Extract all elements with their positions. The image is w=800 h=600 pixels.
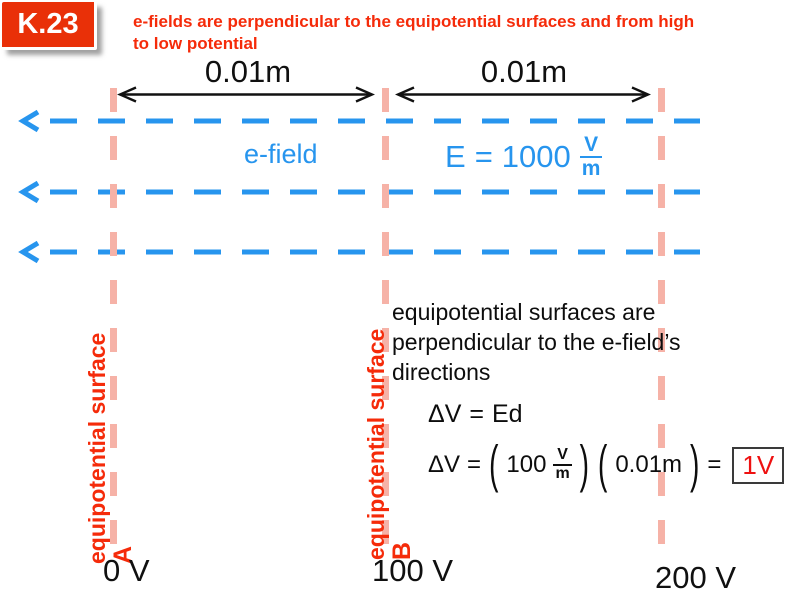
fraction-numerator: V — [557, 446, 568, 464]
open-paren: ( — [598, 435, 608, 493]
open-paren: ( — [489, 435, 499, 493]
efield-equation: E = 1000 V m — [445, 133, 603, 181]
efield-line-2 — [18, 180, 700, 204]
efield-eq-unit-fraction: V m — [579, 133, 603, 181]
eq2-lhs: ΔV — [428, 451, 461, 478]
result-value-box: 1V — [732, 446, 785, 484]
eq2-equals2: = — [707, 451, 722, 478]
distance-label-left: 0.01m — [204, 54, 292, 89]
double-arrow-icon-right-span — [395, 86, 651, 103]
note-line3: directions — [392, 359, 491, 385]
efield-eq-value: 1000 — [501, 139, 571, 175]
efield-label: e-field — [244, 139, 318, 169]
distance-label-right: 0.01m — [480, 54, 568, 89]
fraction-denominator: m — [579, 156, 603, 181]
delta-v-equation: ΔV = Ed — [428, 400, 523, 429]
surface-a-text: equipotential surface — [84, 332, 110, 564]
caption-note: e-fields are perpendicular to the equipo… — [133, 11, 694, 55]
eq2-unit-fraction: V m — [553, 446, 572, 483]
equipotential-line-b — [382, 88, 389, 556]
voltage-label-100v: 100 V — [372, 553, 454, 588]
equipotential-line-a — [110, 88, 117, 556]
efield-line-1 — [18, 109, 700, 133]
surface-a-letter: A — [109, 545, 137, 564]
eq2-factor1: 100 — [506, 451, 547, 478]
eq2-factor2: 0.01m — [615, 451, 683, 478]
note-line1: equipotential surfaces are — [392, 299, 656, 325]
eq1-rhs: Ed — [491, 400, 523, 428]
efield-eq-equals: = — [474, 139, 493, 175]
fraction-denominator: m — [553, 464, 572, 482]
perpendicular-note: equipotential surfaces are perpendicular… — [392, 297, 681, 387]
close-paren: ) — [579, 435, 589, 493]
slide-number-badge: K.23 — [2, 2, 97, 50]
close-paren: ) — [690, 435, 700, 493]
eq1-lhs: ΔV — [428, 400, 462, 428]
double-arrow-icon-left-span — [117, 86, 375, 103]
delta-v-calculation: ΔV = ( 100 V m ) ( 0.01m ) = 1V — [428, 435, 785, 494]
voltage-label-0v: 0 V — [103, 553, 150, 588]
eq2-equals: = — [467, 451, 482, 478]
note-line2: perpendicular to the e-field’s — [392, 329, 681, 355]
efield-line-3 — [18, 240, 700, 264]
caption-line2: to low potential — [133, 34, 258, 53]
efield-eq-lhs: E — [445, 139, 466, 175]
voltage-label-200v: 200 V — [655, 560, 737, 595]
caption-line1: e-fields are perpendicular to the equipo… — [133, 12, 695, 31]
surface-b-text: equipotential surface — [363, 328, 389, 560]
fraction-numerator: V — [584, 133, 599, 156]
equipotential-line-c — [658, 88, 665, 556]
eq1-equals: = — [469, 400, 484, 428]
